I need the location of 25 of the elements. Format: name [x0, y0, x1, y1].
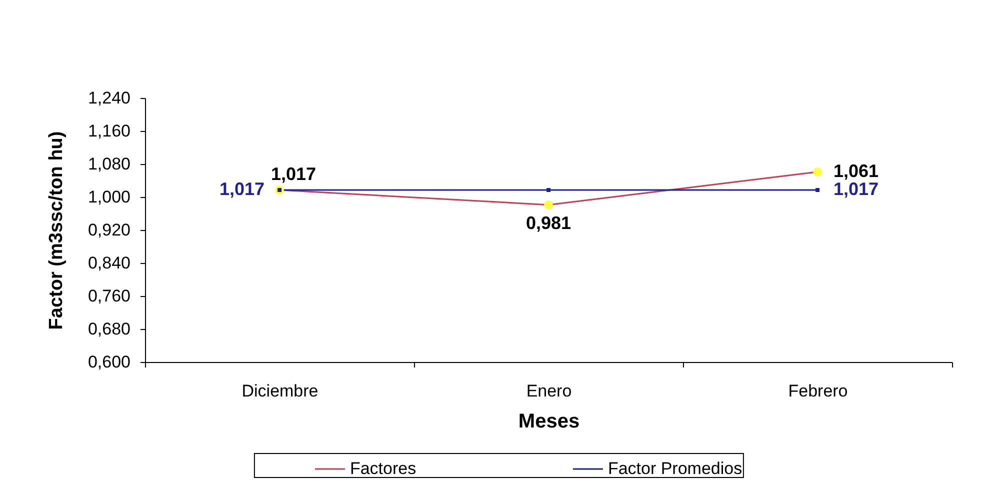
data-label: 1,017	[219, 178, 264, 199]
data-label: 0,981	[526, 212, 572, 233]
point	[816, 188, 820, 192]
y-tick-label: 0,680	[88, 320, 130, 338]
x-axis-title: Meses	[518, 410, 580, 432]
x-tick-label: Diciembre	[242, 382, 318, 400]
y-tick-label: 0,920	[88, 220, 130, 240]
data-label: 1,061	[834, 160, 879, 181]
x-tick-label: Enero	[526, 382, 572, 400]
point	[544, 200, 553, 210]
x-tick-label: Febrero	[788, 382, 848, 400]
y-tick-label: 0,600	[88, 352, 130, 372]
y-tick-label: 1,240	[88, 88, 130, 108]
y-axis-title: Factor (m3ssc/ton hu)	[46, 131, 67, 330]
y-tick-label: 1,160	[88, 122, 130, 140]
data-label: 1,017	[834, 178, 879, 199]
y-tick-label: 1,000	[88, 188, 130, 206]
point	[546, 188, 550, 192]
y-tick-label: 1,080	[88, 154, 130, 174]
y-tick-label: 0,840	[88, 254, 130, 272]
data-label: 1,017	[270, 164, 316, 184]
point	[813, 167, 822, 176]
y-tick-label: 0,760	[88, 286, 130, 306]
legend-label: Factor Promedios	[608, 459, 742, 478]
legend-label: Factores	[350, 459, 416, 478]
